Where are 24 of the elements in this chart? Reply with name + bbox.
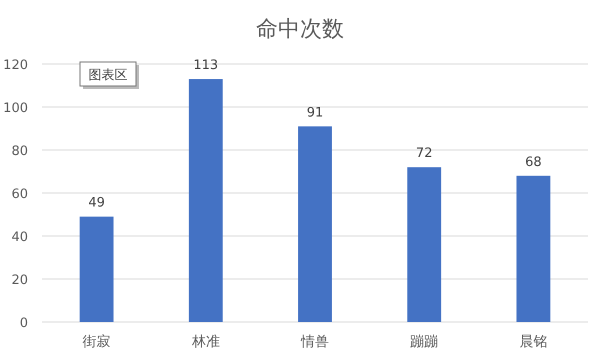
bar <box>188 79 223 322</box>
bar <box>298 126 332 322</box>
data-label: 91 <box>306 105 324 120</box>
x-tick-label: 蹦蹦 <box>410 334 438 350</box>
bar <box>516 176 550 322</box>
x-tick-label: 晨铭 <box>519 334 548 350</box>
data-label: 72 <box>416 146 432 162</box>
data-label: 113 <box>193 58 218 74</box>
x-tick-label: 情兽 <box>300 334 329 350</box>
bar <box>407 167 442 322</box>
chart-title: 命中次数 <box>256 17 344 42</box>
y-tick-label: 100 <box>3 101 28 116</box>
bar <box>80 216 114 322</box>
data-label: 49 <box>88 196 105 211</box>
y-tick-label: 0 <box>20 316 28 331</box>
x-tick-label: 街寂 <box>82 334 111 350</box>
y-tick-label: 40 <box>11 230 28 245</box>
y-tick-label: 120 <box>3 58 28 73</box>
x-tick-label: 林准 <box>190 334 220 350</box>
y-tick-label: 80 <box>11 144 28 159</box>
annotation: 图表区 <box>88 68 128 83</box>
data-label: 68 <box>525 154 542 170</box>
y-tick-label: 60 <box>11 187 28 202</box>
y-tick-label: 20 <box>11 273 28 288</box>
